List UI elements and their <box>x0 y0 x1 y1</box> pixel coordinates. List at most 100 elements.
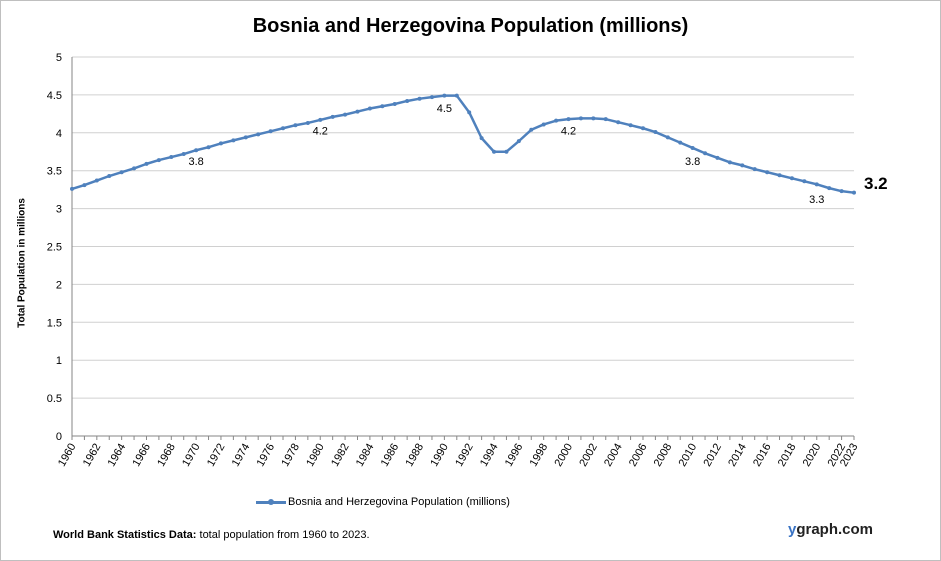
data-point <box>132 166 137 171</box>
data-point <box>268 129 273 134</box>
source-note: World Bank Statistics Data: total popula… <box>53 529 370 541</box>
y-tick-label: 0.5 <box>47 393 62 405</box>
data-point <box>256 132 261 137</box>
data-point <box>367 106 372 111</box>
y-tick-label: 0 <box>56 431 62 443</box>
data-point <box>70 186 74 191</box>
x-tick-label: 1996 <box>503 442 526 469</box>
data-point <box>802 179 807 184</box>
data-point <box>740 163 745 168</box>
x-tick-label: 1992 <box>453 442 476 469</box>
data-point <box>243 135 248 140</box>
y-tick-label: 1.5 <box>47 317 62 329</box>
x-tick-label: 2004 <box>602 442 625 469</box>
last-value-label: 3.2 <box>864 174 888 193</box>
data-point <box>392 101 397 106</box>
x-tick-label: 2012 <box>701 442 724 469</box>
x-tick-label: 2002 <box>577 442 600 469</box>
data-point <box>554 118 559 123</box>
data-point <box>169 155 174 160</box>
y-tick-label: 5 <box>56 52 62 64</box>
data-point <box>492 149 497 154</box>
x-tick-label: 2014 <box>726 442 749 469</box>
chart-title: Bosnia and Herzegovina Population (milli… <box>252 15 689 37</box>
data-point <box>814 182 819 187</box>
x-tick-label: 2010 <box>677 442 700 469</box>
y-tick-label: 2.5 <box>47 242 62 254</box>
data-point <box>727 160 732 165</box>
data-point <box>206 145 211 150</box>
legend: Bosnia and Herzegovina Population (milli… <box>256 496 510 508</box>
data-point <box>318 117 323 122</box>
data-point <box>516 139 521 144</box>
brand-suffix: graph.com <box>796 521 874 538</box>
x-tick-label: 1964 <box>106 442 129 469</box>
data-label: 3.3 <box>809 194 824 206</box>
x-tick-label: 1984 <box>354 442 377 469</box>
data-point <box>690 145 695 150</box>
x-tick-label: 2008 <box>652 442 675 469</box>
x-tick-label: 1978 <box>279 442 302 469</box>
x-tick-label: 1968 <box>155 442 178 469</box>
data-point <box>417 96 422 101</box>
data-point <box>355 109 360 114</box>
data-point <box>107 174 112 179</box>
data-point <box>852 190 856 195</box>
data-point <box>566 117 571 122</box>
data-point <box>380 104 385 109</box>
data-point <box>715 155 720 160</box>
data-point <box>653 130 658 135</box>
y-tick-label: 4.5 <box>47 90 62 102</box>
data-point <box>454 93 459 98</box>
data-point <box>181 152 186 157</box>
data-point <box>628 123 633 128</box>
legend-line-marker <box>256 496 286 508</box>
data-point <box>330 114 335 119</box>
data-point <box>82 183 87 188</box>
x-tick-label: 2006 <box>627 442 650 469</box>
x-tick-label: 1980 <box>304 442 327 469</box>
data-point <box>405 98 410 103</box>
data-point <box>305 120 310 125</box>
data-point <box>616 120 621 125</box>
data-point <box>218 141 223 146</box>
data-point <box>703 151 708 156</box>
data-point <box>94 178 99 183</box>
data-point <box>541 122 546 127</box>
source-text: total population from 1960 to 2023. <box>196 529 370 541</box>
brand-logo[interactable]: ygraph.com <box>788 521 873 538</box>
data-point <box>144 161 149 166</box>
x-tick-label: 1970 <box>180 442 203 469</box>
y-tick-label: 3.5 <box>47 166 62 178</box>
x-tick-label: 1966 <box>130 442 153 469</box>
data-point <box>665 135 670 140</box>
x-tick-label: 1962 <box>81 442 104 469</box>
data-point <box>839 189 844 194</box>
data-label: 4.5 <box>437 103 452 115</box>
x-tick-label: 1982 <box>329 442 352 469</box>
data-point <box>765 170 770 175</box>
data-point <box>640 126 645 131</box>
data-point <box>281 126 286 131</box>
x-tick-label: 2016 <box>751 442 774 469</box>
legend-label: Bosnia and Herzegovina Population (milli… <box>288 496 510 508</box>
data-point <box>827 186 832 191</box>
x-tick-label: 1960 <box>56 442 79 469</box>
data-point <box>442 93 447 98</box>
data-point <box>293 123 298 128</box>
x-tick-label: 2020 <box>801 442 824 469</box>
x-tick-label: 1972 <box>205 442 228 469</box>
data-point <box>789 176 794 181</box>
data-point <box>467 110 472 115</box>
x-tick-label: 2000 <box>552 442 575 469</box>
y-tick-label: 1 <box>56 355 62 367</box>
x-tick-label: 1986 <box>379 442 402 469</box>
data-point <box>529 127 534 132</box>
data-point <box>752 167 757 172</box>
x-tick-label: 2018 <box>776 442 799 469</box>
y-tick-label: 2 <box>56 279 62 291</box>
data-point <box>156 158 161 163</box>
data-point <box>591 116 596 121</box>
x-tick-label: 1990 <box>428 442 451 469</box>
